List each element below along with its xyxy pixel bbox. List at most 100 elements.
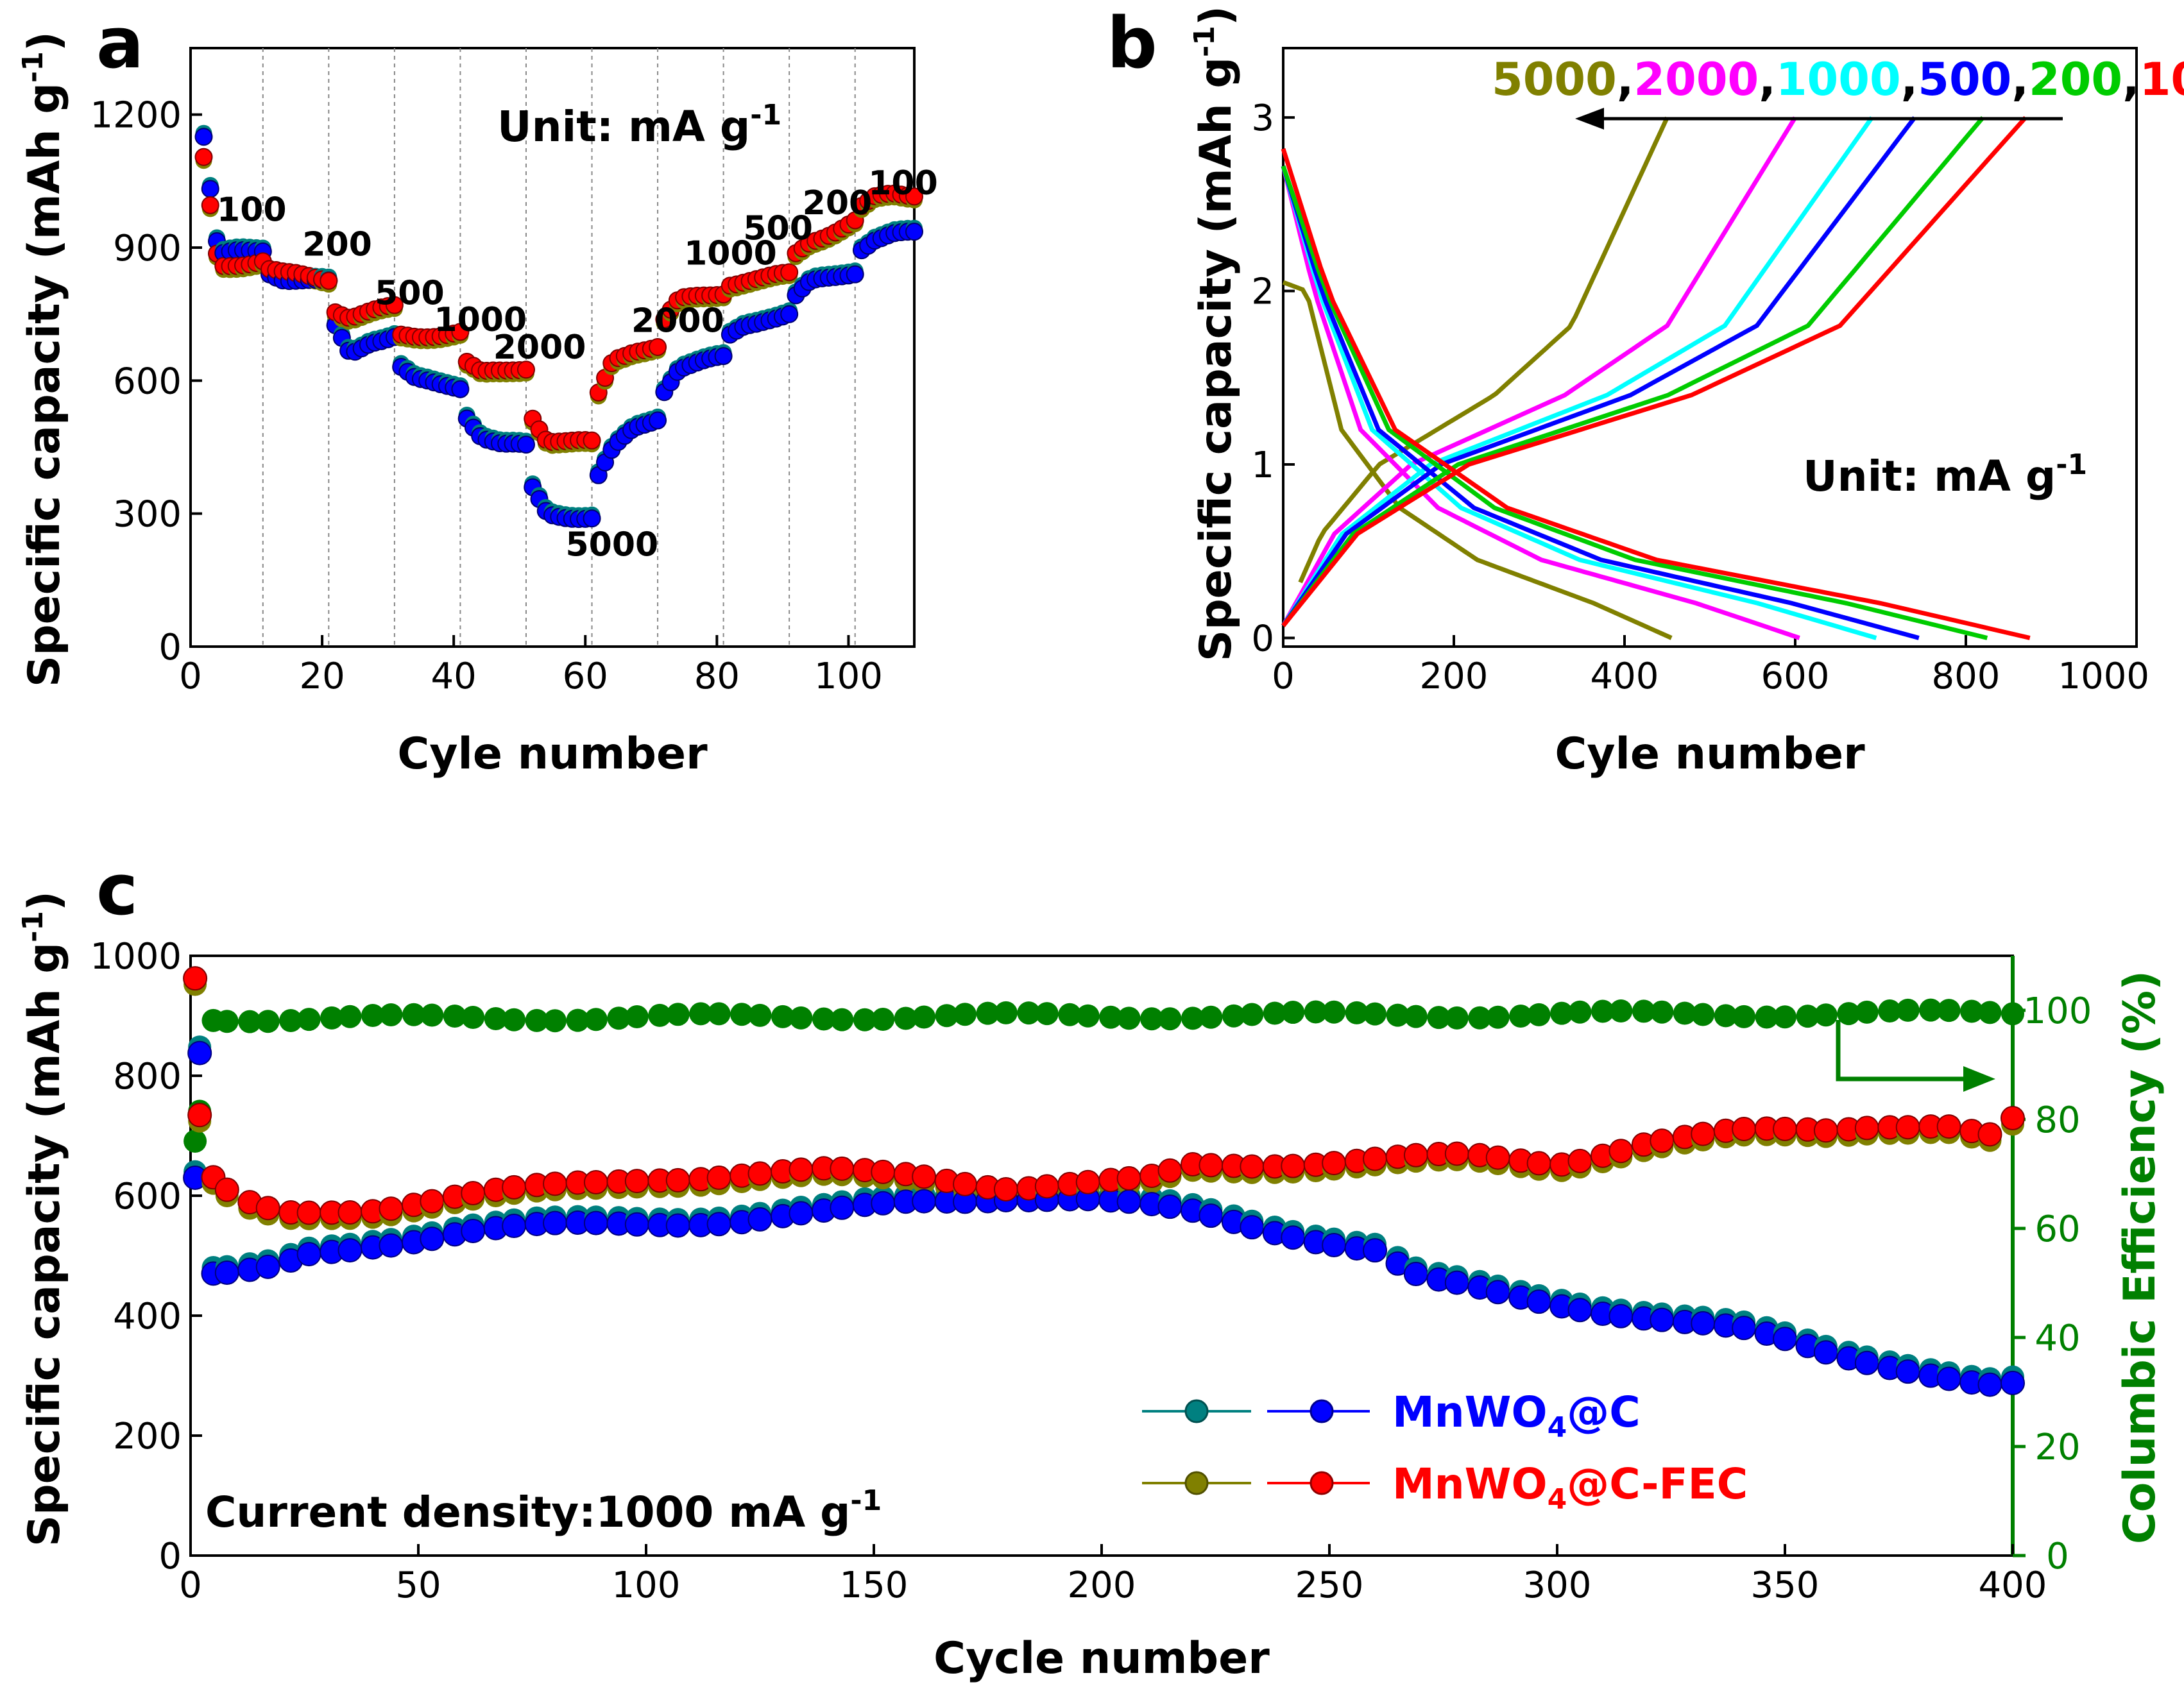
point-c-ce: [1363, 1002, 1386, 1026]
point-c-ce: [1732, 1005, 1756, 1028]
point-c-ce: [771, 1005, 794, 1028]
point-c-ce: [1263, 1001, 1286, 1025]
point-c-ce: [607, 1006, 631, 1030]
point-c-mnwo4c: [1116, 1189, 1141, 1214]
rate-legend-100: 100: [2140, 53, 2184, 106]
point-c-ce: [279, 1008, 303, 1032]
point-c-ce: [320, 1006, 344, 1030]
y-tick-label-600: 600: [113, 361, 182, 402]
point-c-ce: [1345, 1001, 1369, 1024]
y2-tick-label-20: 20: [2035, 1427, 2080, 1468]
charge-curve-1000: [1281, 116, 1874, 627]
point-c-mnwo4cfec: [187, 1103, 212, 1128]
point-a-mnwo4cfec: [905, 187, 923, 206]
discharge-curve-200: [1281, 165, 1988, 640]
y-tick-label-2: 2: [1251, 271, 1274, 313]
point-c-ce: [1468, 1006, 1492, 1030]
point-c-ce: [912, 1005, 936, 1029]
rate-label-7: 1000: [684, 234, 777, 273]
point-a-mnwo4cfec: [780, 263, 799, 282]
x-tick-label-0: 0: [179, 656, 202, 697]
y-tick-label-800: 800: [113, 1056, 182, 1098]
point-a-mnwo4cfec: [385, 296, 404, 314]
point-c-ce: [584, 1008, 608, 1031]
panel-b-unit-label: Unit: mA g-1: [1803, 448, 2087, 501]
x-tick-label-100: 100: [612, 1565, 681, 1606]
y-tick-label-300: 300: [113, 494, 182, 536]
point-c-ce: [689, 1002, 713, 1026]
rate-label-5: 5000: [566, 525, 659, 564]
x-tick-label-250: 250: [1295, 1565, 1364, 1606]
x-tick-label-200: 200: [1068, 1565, 1136, 1606]
rate-label-2: 500: [375, 274, 445, 312]
point-c-mnwo4cfec: [296, 1200, 321, 1225]
point-c-ce: [1486, 1005, 1510, 1029]
rate-label-3: 1000: [434, 301, 527, 339]
point-c-mnwo4c: [1691, 1311, 1716, 1336]
point-c-mnwo4cfec: [830, 1156, 855, 1181]
point-c-ce: [953, 1003, 977, 1026]
point-c-mnwo4c: [1854, 1350, 1879, 1375]
point-c-mnwo4c: [187, 1040, 212, 1065]
point-c-ce: [1568, 1000, 1592, 1024]
panel-c-y-ticks: 0 200 400 600 800 1000: [90, 936, 202, 1577]
point-c-mnwo4cfec: [1977, 1122, 2002, 1147]
rate-label-8: 500: [743, 210, 813, 248]
point-c-mnwo4c: [1485, 1280, 1510, 1305]
point-c-mnwo4cfec: [624, 1169, 649, 1194]
panel-c-y-axis-title: Specific capacity (mAh g-1): [17, 891, 70, 1547]
panel-a-y-axis-title: Specific capacity (mAh g-1): [17, 31, 70, 687]
point-c-mnwo4c: [337, 1238, 363, 1263]
point-c-mnwo4c: [871, 1191, 896, 1216]
point-a-mnwo4c: [583, 509, 601, 528]
point-c-ce: [1878, 999, 1902, 1023]
y-tick-label-0: 0: [158, 1536, 182, 1577]
point-c-mnwo4c: [296, 1242, 321, 1267]
point-c-mnwo4c: [706, 1212, 731, 1237]
point-c-ce: [994, 1001, 1018, 1024]
point-a-mnwo4cfec: [451, 323, 470, 341]
x-tick-label-600: 600: [1761, 656, 1830, 697]
point-c-mnwo4cfec: [2001, 1106, 2025, 1131]
panel-label-b: b: [1107, 2, 1157, 84]
x-tick-label-40: 40: [431, 656, 477, 697]
rate-legend-5000: 5000: [1492, 53, 1617, 106]
point-c-mnwo4c: [1363, 1238, 1387, 1263]
point-c-ce: [1550, 1001, 1574, 1025]
panel-a-x-ticks: 0 20 40 60 80 100: [179, 635, 883, 697]
point-c-mnwo4c: [747, 1207, 772, 1232]
y-tick-label-0: 0: [158, 627, 182, 668]
point-c-mnwo4c: [1281, 1225, 1306, 1250]
point-c-ce: [1427, 1006, 1451, 1030]
point-c-mnwo4c: [1650, 1307, 1675, 1332]
legend-mnwo4c-marker: [1310, 1399, 1334, 1423]
point-c-mnwo4cfec: [1526, 1151, 1551, 1176]
point-c-mnwo4cfec: [953, 1171, 977, 1196]
point-c-ce: [1222, 1004, 1245, 1028]
panel-c-ce-arrow-line: [1836, 1020, 1979, 1082]
legend-mnwo4cfec-alt-marker: [1184, 1471, 1209, 1495]
point-c-ce: [748, 1003, 772, 1027]
point-c-mnwo4cfec: [706, 1165, 731, 1190]
point-a-mnwo4cfec: [201, 196, 219, 214]
x-tick-label-800: 800: [1932, 656, 2001, 697]
point-c-mnwo4cfec: [1936, 1114, 1961, 1139]
point-c-ce: [1896, 998, 1920, 1022]
rate-label-1: 200: [302, 225, 372, 264]
point-a-mnwo4c: [194, 128, 213, 146]
point-c-ce: [183, 1130, 207, 1153]
point-c-mnwo4cfec: [1854, 1116, 1879, 1141]
point-c-ce: [361, 1003, 384, 1027]
point-c-ce: [2001, 1002, 2024, 1026]
y-tick-label-200: 200: [113, 1416, 182, 1457]
point-c-mnwo4c: [583, 1210, 608, 1235]
y-tick-label-400: 400: [113, 1296, 182, 1337]
discharge-curve-1000: [1281, 165, 1877, 640]
point-c-ce: [1099, 1005, 1123, 1029]
point-c-mnwo4cfec: [1075, 1169, 1100, 1194]
point-c-ce: [648, 1003, 672, 1027]
point-c-mnwo4cfec: [1034, 1174, 1059, 1199]
point-c-mnwo4cfec: [337, 1200, 363, 1225]
